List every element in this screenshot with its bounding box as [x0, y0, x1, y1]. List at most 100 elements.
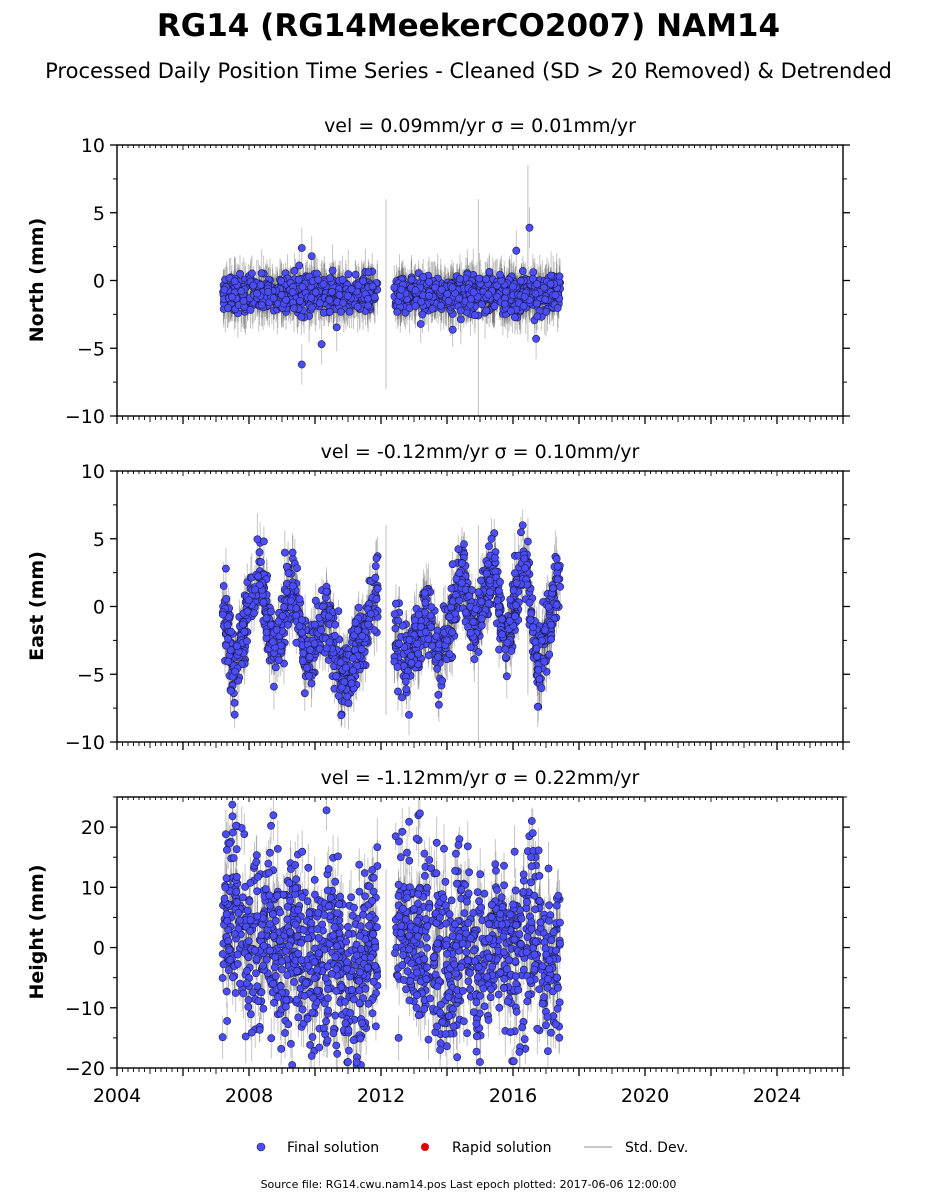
data-point	[556, 582, 565, 591]
data-point	[345, 307, 354, 316]
data-point	[431, 283, 439, 292]
north-panel-title: vel = 0.09mm/yr σ = 0.01mm/yr	[324, 115, 636, 137]
data-point	[467, 294, 475, 303]
data-point	[448, 283, 457, 292]
data-point	[421, 598, 430, 607]
data-point	[555, 272, 564, 281]
data-point	[541, 295, 550, 304]
data-point	[236, 269, 244, 278]
y-tick-label: −5	[77, 338, 105, 360]
data-point	[470, 311, 479, 320]
data-point	[398, 693, 406, 702]
data-point	[311, 288, 320, 297]
data-point	[249, 281, 258, 290]
data-point	[533, 280, 541, 288]
data-point	[475, 274, 483, 283]
data-point	[444, 297, 453, 305]
data-point	[364, 301, 372, 310]
data-point	[364, 294, 372, 303]
data-point	[509, 282, 517, 291]
data-point	[419, 273, 428, 281]
data-point	[237, 287, 246, 296]
data-point	[482, 275, 490, 284]
data-point	[219, 582, 228, 590]
data-point	[484, 560, 492, 568]
data-point	[332, 323, 341, 332]
data-point	[328, 266, 337, 275]
data-point	[552, 600, 561, 609]
data-point	[437, 285, 446, 294]
data-point	[337, 307, 345, 316]
data-point	[427, 603, 436, 611]
north-panel: vel = 0.09mm/yr σ = 0.01mm/yr North (mm)…	[26, 115, 850, 428]
data-point	[295, 296, 304, 305]
data-point	[517, 528, 525, 537]
data-point	[407, 275, 416, 284]
data-point	[456, 306, 465, 315]
data-point	[425, 291, 433, 300]
data-point	[230, 277, 239, 286]
data-point	[411, 302, 420, 310]
data-point	[314, 275, 322, 284]
data-point	[425, 277, 433, 286]
north-y-axis-label: North (mm)	[26, 218, 48, 343]
data-point	[542, 307, 550, 316]
data-point	[370, 293, 379, 301]
data-point	[490, 302, 499, 310]
data-point	[428, 304, 437, 313]
data-point	[547, 271, 555, 280]
data-point	[282, 295, 290, 304]
data-point	[257, 269, 266, 278]
data-point	[222, 595, 231, 603]
data-point	[500, 299, 509, 308]
data-point	[474, 648, 483, 656]
data-point	[327, 287, 336, 296]
data-point	[269, 294, 278, 303]
data-point	[456, 274, 464, 283]
data-point	[359, 277, 367, 285]
data-point	[325, 307, 334, 316]
data-point	[529, 268, 538, 276]
y-tick-label: 5	[93, 203, 105, 225]
data-point	[364, 268, 373, 277]
data-point	[295, 261, 304, 270]
data-point	[393, 687, 402, 696]
data-point	[224, 303, 232, 312]
data-point	[298, 282, 307, 291]
data-point	[532, 299, 541, 308]
data-point	[351, 270, 360, 279]
data-point	[532, 334, 540, 343]
data-point	[520, 292, 529, 301]
data-point	[546, 279, 555, 288]
data-point	[393, 307, 402, 316]
data-point	[512, 246, 521, 255]
data-point	[307, 679, 316, 688]
data-point	[269, 682, 278, 691]
data-point	[525, 223, 534, 232]
data-point	[469, 288, 478, 297]
data-point	[288, 288, 297, 297]
data-point	[391, 624, 400, 633]
data-point	[230, 699, 239, 707]
data-point	[343, 292, 352, 300]
data-point	[518, 521, 527, 530]
data-point	[307, 293, 315, 302]
data-point	[507, 307, 515, 315]
data-point	[290, 266, 299, 275]
data-point	[335, 290, 344, 299]
data-point	[416, 320, 425, 328]
data-point	[300, 689, 309, 698]
data-point	[325, 274, 334, 282]
data-point	[257, 301, 266, 309]
data-point	[448, 560, 457, 569]
data-point	[297, 360, 306, 369]
data-point	[228, 293, 236, 301]
data-point	[434, 700, 443, 709]
data-point	[553, 304, 562, 312]
data-point	[294, 275, 303, 284]
data-point	[256, 281, 265, 289]
data-point	[277, 290, 286, 299]
east-panel: vel = -0.12mm/yr σ = 0.10mm/yr East (mm)…	[26, 441, 850, 754]
data-point	[259, 537, 268, 546]
data-point	[255, 548, 264, 557]
